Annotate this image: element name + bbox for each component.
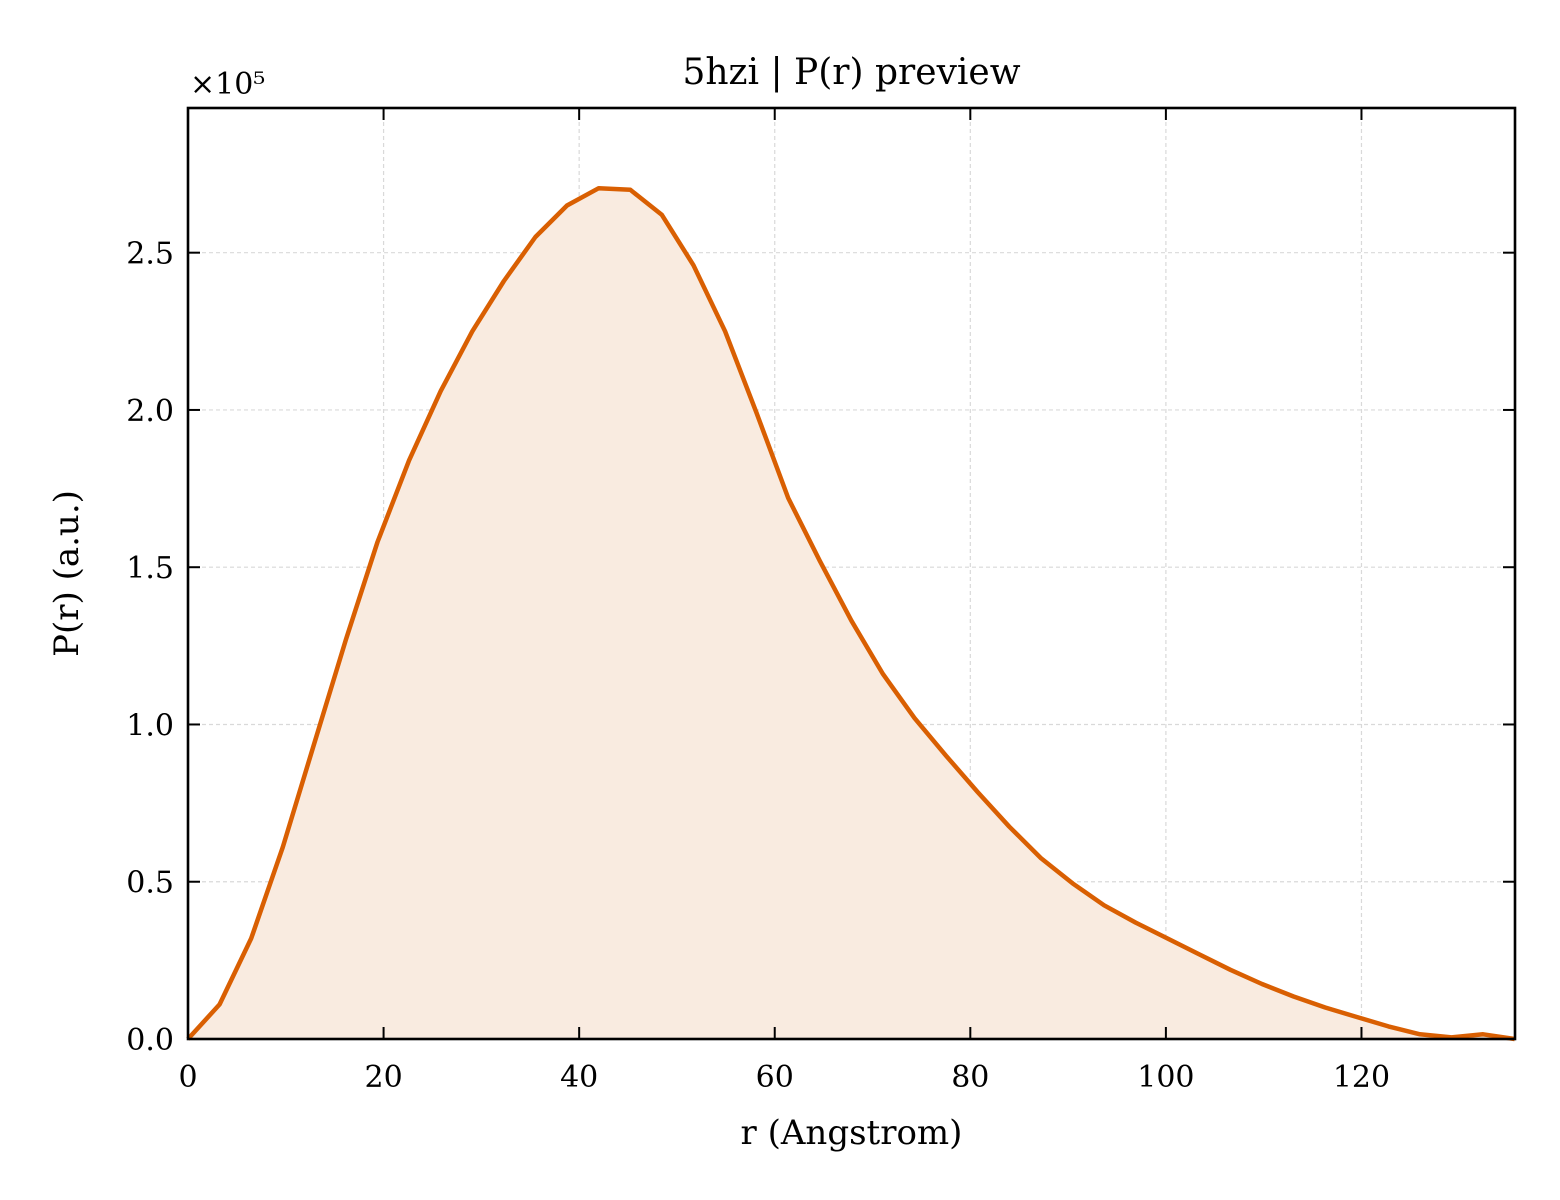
data-point (1229, 968, 1232, 971)
y-scale-multiplier: ×10⁵ (190, 67, 265, 102)
data-point (1197, 953, 1200, 956)
x-axis-label: r (Angstrom) (741, 1113, 963, 1153)
y-tick-label: 1.5 (126, 551, 174, 586)
data-point (1071, 882, 1074, 885)
data-point (1355, 1016, 1358, 1019)
data-point (660, 213, 663, 216)
y-tick-label: 0.0 (126, 1023, 174, 1058)
data-point (1418, 1033, 1421, 1036)
x-tick-label: 100 (1137, 1060, 1194, 1095)
data-point (376, 541, 379, 544)
data-point (1166, 937, 1169, 940)
x-tick-label: 80 (951, 1060, 989, 1095)
data-point (281, 846, 284, 849)
data-point (1482, 1033, 1485, 1036)
data-point (408, 459, 411, 462)
data-point (1261, 983, 1264, 986)
chart-title: 5hzi | P(r) preview (682, 52, 1020, 93)
y-tick-label: 2.0 (126, 394, 174, 429)
data-point (313, 742, 316, 745)
data-point (692, 264, 695, 267)
data-point (945, 754, 948, 757)
data-point (439, 390, 442, 393)
data-point (1008, 825, 1011, 828)
data-point (1324, 1006, 1327, 1009)
y-tick-label: 0.5 (126, 866, 174, 901)
data-point (471, 330, 474, 333)
y-axis-label: P(r) (a.u.) (47, 490, 87, 657)
data-point (976, 791, 979, 794)
data-point (818, 559, 821, 562)
data-point (502, 280, 505, 283)
data-point (787, 497, 790, 500)
x-tick-label: 0 (178, 1060, 197, 1095)
pr-series-line (186, 185, 1516, 1042)
data-point (755, 412, 758, 415)
data-point (566, 204, 569, 207)
data-point (1134, 921, 1137, 924)
ticks: 0 20 40 60 80 100 120 0.0 0.5 1.0 1.5 2.0 2.5 (126, 108, 1515, 1095)
x-tick-label: 120 (1333, 1060, 1390, 1095)
x-tick-label: 20 (364, 1060, 402, 1095)
data-point (344, 638, 347, 641)
data-point (724, 330, 727, 333)
plot-frame (186, 106, 1517, 1041)
data-point (250, 937, 253, 940)
data-point (597, 187, 600, 190)
series-layer (186, 185, 1516, 1042)
data-point (850, 619, 853, 622)
y-tick-label: 2.5 (126, 237, 174, 272)
x-tick-label: 40 (560, 1060, 598, 1095)
y-tick-label: 1.0 (126, 708, 174, 743)
pr-area-fill (188, 188, 1515, 1039)
data-point (218, 1003, 221, 1006)
data-point (1039, 857, 1042, 860)
data-point (1292, 995, 1295, 998)
data-point (534, 236, 537, 239)
data-point (913, 717, 916, 720)
data-point (629, 188, 632, 191)
data-point (1103, 904, 1106, 907)
data-point (882, 673, 885, 676)
x-tick-label: 60 (756, 1060, 794, 1095)
data-point (1387, 1025, 1390, 1028)
